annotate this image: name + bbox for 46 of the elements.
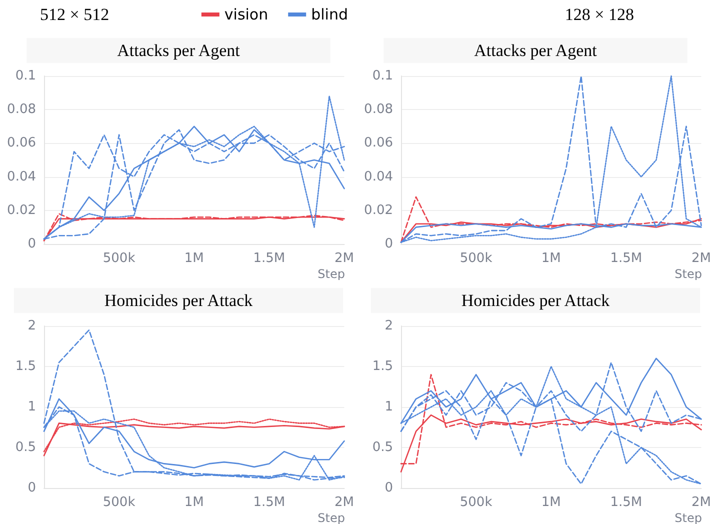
x-tick-label: 1M	[541, 251, 561, 266]
legend-label: vision	[224, 6, 268, 24]
x-tick-label: 500k	[102, 251, 136, 266]
y-tick-label: 2	[384, 318, 393, 334]
legend-label: blind	[311, 6, 348, 24]
x-tick-label: 2M	[692, 251, 712, 266]
y-tick-label: 0	[28, 480, 36, 496]
x-tick-label: 1M	[184, 495, 204, 510]
y-tick-label: 0.08	[364, 102, 393, 118]
y-tick-label: 0.06	[7, 136, 36, 151]
y-tick-label: 0.02	[7, 202, 36, 218]
y-tick-label: 0.04	[364, 169, 393, 184]
text: 512 × 512	[40, 5, 110, 24]
x-tick-label: 1M	[184, 251, 204, 266]
x-tick-label: 2M	[334, 251, 354, 266]
x-tick-label: 1.5M	[253, 251, 286, 266]
x-tick-label: 1.5M	[610, 251, 642, 266]
x-tick-label: 2M	[334, 495, 354, 510]
chart-title: Homicides per Attack	[104, 291, 254, 310]
chart-title: Attacks per Agent	[117, 41, 240, 60]
x-tick-label: 2M	[692, 495, 712, 510]
x-tick-label: 1.5M	[610, 495, 642, 510]
y-tick-label: 0.02	[364, 202, 393, 218]
y-tick-label: 0.04	[7, 169, 36, 184]
y-tick-label: 1.5	[15, 359, 36, 374]
chart-title: Attacks per Agent	[474, 41, 598, 60]
x-tick-label: 1.5M	[253, 495, 286, 510]
x-tick-label: 500k	[460, 495, 493, 510]
y-tick-label: 0.5	[15, 440, 36, 455]
x-tick-label: 500k	[460, 251, 493, 266]
y-tick-label: 0	[384, 236, 393, 252]
y-tick-label: 2	[28, 318, 36, 334]
chart-title: Homicides per Attack	[461, 291, 610, 310]
y-tick-label: 0.5	[372, 440, 393, 455]
y-tick-label: 0.08	[7, 102, 36, 118]
y-tick-label: 1	[28, 400, 36, 414]
text: 128 × 128	[564, 5, 634, 24]
y-tick-label: 0	[28, 236, 36, 252]
y-tick-label: 0	[384, 480, 393, 496]
y-tick-label: 0.1	[15, 68, 36, 84]
x-tick-label: 500k	[102, 495, 136, 510]
x-tick-label: 1M	[541, 495, 561, 510]
y-tick-label: 1.5	[372, 359, 393, 374]
y-tick-label: 1	[384, 400, 393, 414]
y-tick-label: 0.06	[364, 136, 393, 151]
y-tick-label: 0.1	[372, 68, 393, 84]
